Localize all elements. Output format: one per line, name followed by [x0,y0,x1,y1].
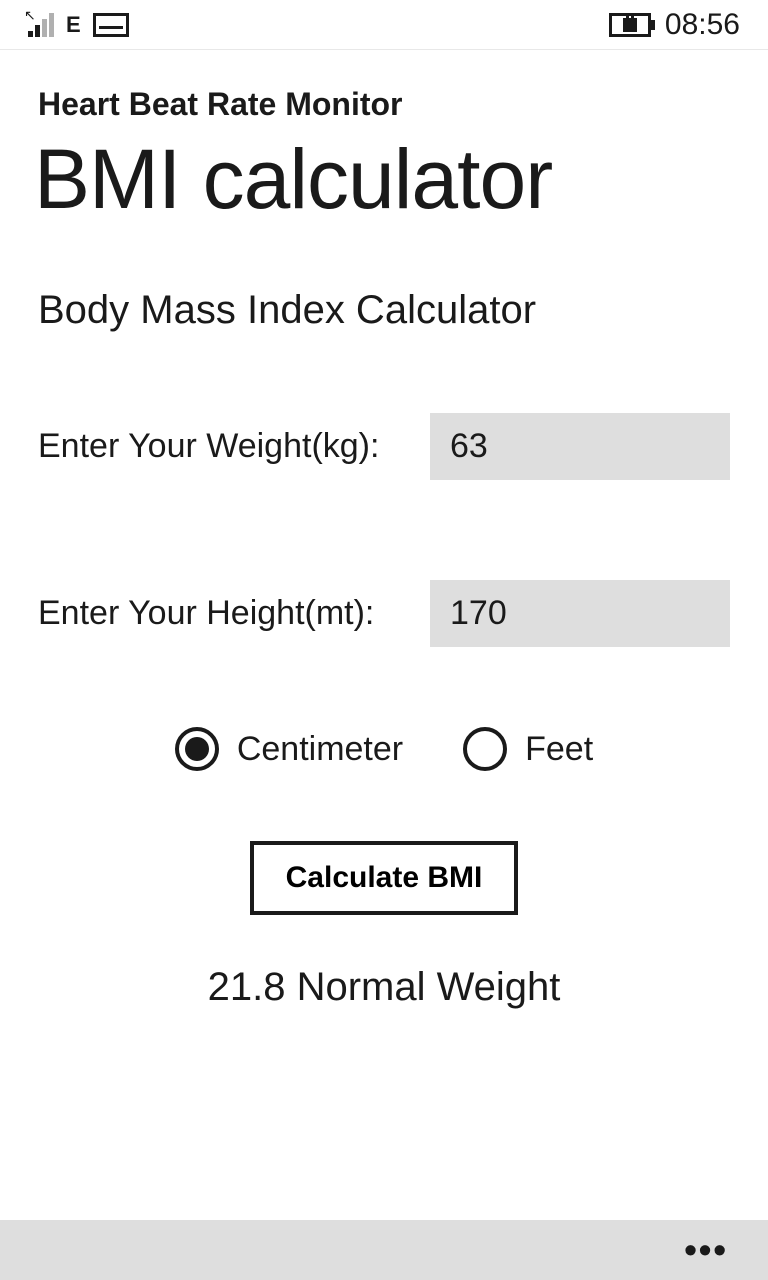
height-input[interactable] [430,580,730,647]
weight-input[interactable] [430,413,730,480]
clock-time: 08:56 [665,8,740,42]
radio-feet-label: Feet [525,730,593,769]
calculate-button[interactable]: Calculate BMI [250,841,519,915]
weight-label: Enter Your Weight(kg): [38,427,430,466]
unit-radio-group: Centimeter Feet [38,727,730,771]
radio-centimeter-label: Centimeter [237,730,403,769]
sim-icon [93,13,129,37]
app-title: Heart Beat Rate Monitor [38,86,730,123]
radio-circle-icon [463,727,507,771]
weight-row: Enter Your Weight(kg): [38,413,730,480]
result-text: 21.8 Normal Weight [38,965,730,1010]
height-label: Enter Your Height(mt): [38,594,430,633]
status-bar: ↖ E 08:56 [0,0,768,50]
status-left: ↖ E [28,12,129,38]
status-right: 08:56 [609,8,740,42]
battery-charging-icon [609,13,651,37]
radio-centimeter[interactable]: Centimeter [175,727,403,771]
section-title: Body Mass Index Calculator [38,288,730,333]
radio-feet[interactable]: Feet [463,727,593,771]
network-type: E [66,12,81,38]
app-bar: ••• [0,1220,768,1280]
radio-circle-icon [175,727,219,771]
height-row: Enter Your Height(mt): [38,580,730,647]
button-row: Calculate BMI [38,841,730,915]
page-title: BMI calculator [34,131,730,228]
content: Heart Beat Rate Monitor BMI calculator B… [0,50,768,1010]
signal-icon: ↖ [28,13,54,37]
